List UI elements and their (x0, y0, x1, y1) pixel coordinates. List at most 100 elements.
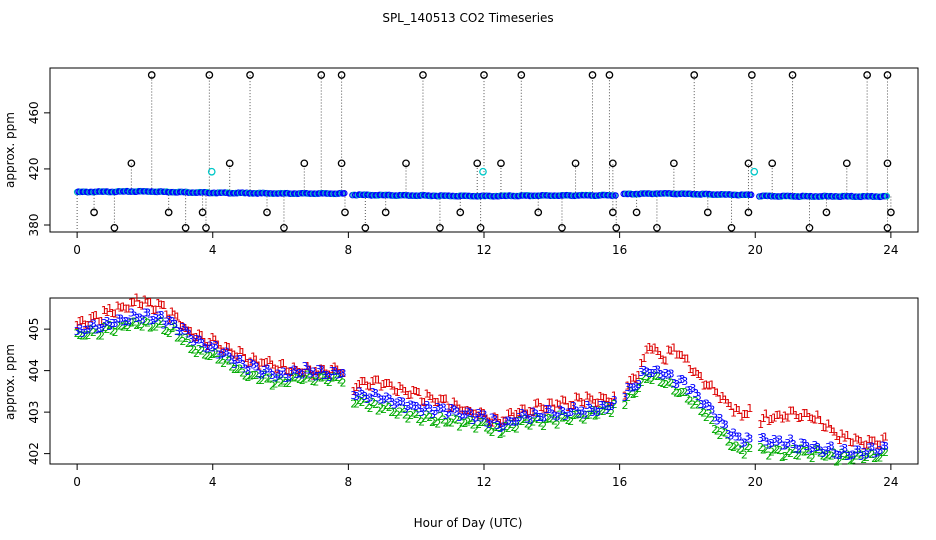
series-1-point: 1 (594, 396, 601, 409)
series-3-point: 3 (391, 398, 398, 411)
series-2-point: 2 (828, 450, 835, 463)
series-3-point: 3 (502, 415, 509, 428)
series-2-point: 2 (353, 398, 360, 411)
outlier-point-low (558, 223, 566, 232)
outlier-point-mid (670, 159, 678, 168)
bottom-y-axis-label: approx. ppm (3, 344, 17, 420)
series-3-point: 3 (521, 408, 528, 421)
series-2-point: 2 (253, 369, 260, 382)
series-2-point: 2 (654, 370, 661, 383)
series-2-point: 2 (535, 413, 542, 426)
series-3-point: 3 (738, 438, 745, 451)
series-2-point: 2 (274, 373, 281, 386)
series-3-point: 3 (787, 433, 794, 446)
series-1-point: 1 (171, 308, 178, 321)
series-3-point: 3 (396, 395, 403, 408)
series-2-point: 2 (82, 330, 89, 343)
series-2-point: 2 (605, 404, 612, 417)
series-1-point: 1 (684, 352, 691, 365)
series-3-point: 3 (825, 441, 832, 454)
series-3-point: 3 (196, 334, 203, 347)
series-3-point: 3 (790, 438, 797, 451)
series-3-point: 3 (858, 450, 865, 463)
series-2-point: 2 (122, 319, 129, 332)
series-1-point: 1 (217, 343, 224, 356)
series-1-point: 1 (624, 379, 631, 392)
series-1-point: 1 (746, 402, 753, 415)
series-1-point: 1 (771, 411, 778, 424)
series-2-point: 2 (882, 446, 889, 459)
series-1-point: 1 (285, 366, 292, 379)
series-1-point: 1 (296, 366, 303, 379)
series-2-point: 2 (470, 419, 477, 432)
series-1-point: 1 (866, 433, 873, 446)
series-3-point: 3 (513, 416, 520, 429)
series-2-point: 2 (822, 451, 829, 464)
series-3-point: 3 (497, 422, 504, 435)
outlier-point-low (612, 223, 621, 232)
series-2-point: 2 (369, 396, 376, 409)
series-2-point: 2 (201, 348, 208, 361)
series-1-point: 1 (399, 383, 406, 396)
series-2-point: 2 (665, 375, 672, 388)
series-1-point: 1 (725, 397, 732, 410)
outlier-point-low (110, 223, 119, 232)
series-1-point: 1 (513, 408, 520, 421)
series-2-point: 2 (483, 421, 490, 434)
series-3-point: 3 (296, 367, 303, 380)
series-3-point: 3 (830, 447, 837, 460)
series-2-point: 2 (445, 415, 452, 428)
top-y-tick-label: 460 (27, 101, 41, 124)
series-3-point: 3 (255, 367, 262, 380)
series-3-point: 3 (434, 401, 441, 414)
series-3-point: 3 (179, 321, 186, 334)
series-3-point: 3 (326, 371, 333, 384)
series-2-point: 2 (131, 316, 138, 329)
cyan-point (479, 167, 487, 176)
series-2-point: 2 (597, 404, 604, 417)
bottom-x-tick-label: 8 (345, 475, 353, 489)
series-1-point: 1 (464, 404, 471, 417)
series-2-point: 2 (662, 378, 669, 391)
series-1-point: 1 (600, 391, 607, 404)
series-1-point: 1 (681, 352, 688, 365)
series-1-point: 1 (467, 405, 474, 418)
series-2-point: 2 (456, 420, 463, 433)
series-3-point: 3 (782, 439, 789, 452)
series-1-point: 1 (448, 402, 455, 415)
series-2-point: 2 (733, 440, 740, 453)
series-1-point: 1 (155, 297, 162, 310)
series-3-point: 3 (527, 414, 534, 427)
series-3-point: 3 (649, 367, 656, 380)
series-3-point: 3 (676, 373, 683, 386)
series-3-point: 3 (874, 447, 881, 460)
series-3-point: 3 (136, 311, 143, 324)
series-3-point: 3 (516, 411, 523, 424)
series-2-point: 2 (432, 415, 439, 428)
outlier-point-mid (842, 159, 851, 168)
series-2-point: 2 (402, 409, 409, 422)
series-1-point: 1 (622, 390, 629, 403)
series-2-point: 2 (198, 345, 205, 358)
series-2-point: 2 (510, 421, 517, 434)
series-2-point: 2 (204, 349, 211, 362)
series-2-point: 2 (209, 348, 216, 361)
series-1-point: 1 (179, 320, 186, 333)
series-1-point: 1 (331, 360, 338, 373)
series-2-point: 2 (472, 422, 479, 435)
outlier-point-high (517, 71, 526, 79)
series-1-point: 1 (765, 415, 772, 428)
series-3-point: 3 (687, 384, 694, 397)
series-3-point: 3 (594, 406, 601, 419)
series-1-point: 1 (242, 352, 249, 365)
series-1-point: 1 (367, 381, 374, 394)
series-1-point: 1 (106, 302, 113, 315)
series-3-point: 3 (247, 357, 254, 370)
series-3-point: 3 (90, 317, 97, 330)
series-2-point: 2 (272, 378, 279, 391)
series-1-point: 1 (643, 343, 650, 356)
top-x-tick-label: 16 (612, 243, 627, 257)
series-1-point: 1 (269, 359, 276, 372)
series-2-point: 2 (660, 377, 667, 390)
series-3-point: 3 (407, 398, 414, 411)
